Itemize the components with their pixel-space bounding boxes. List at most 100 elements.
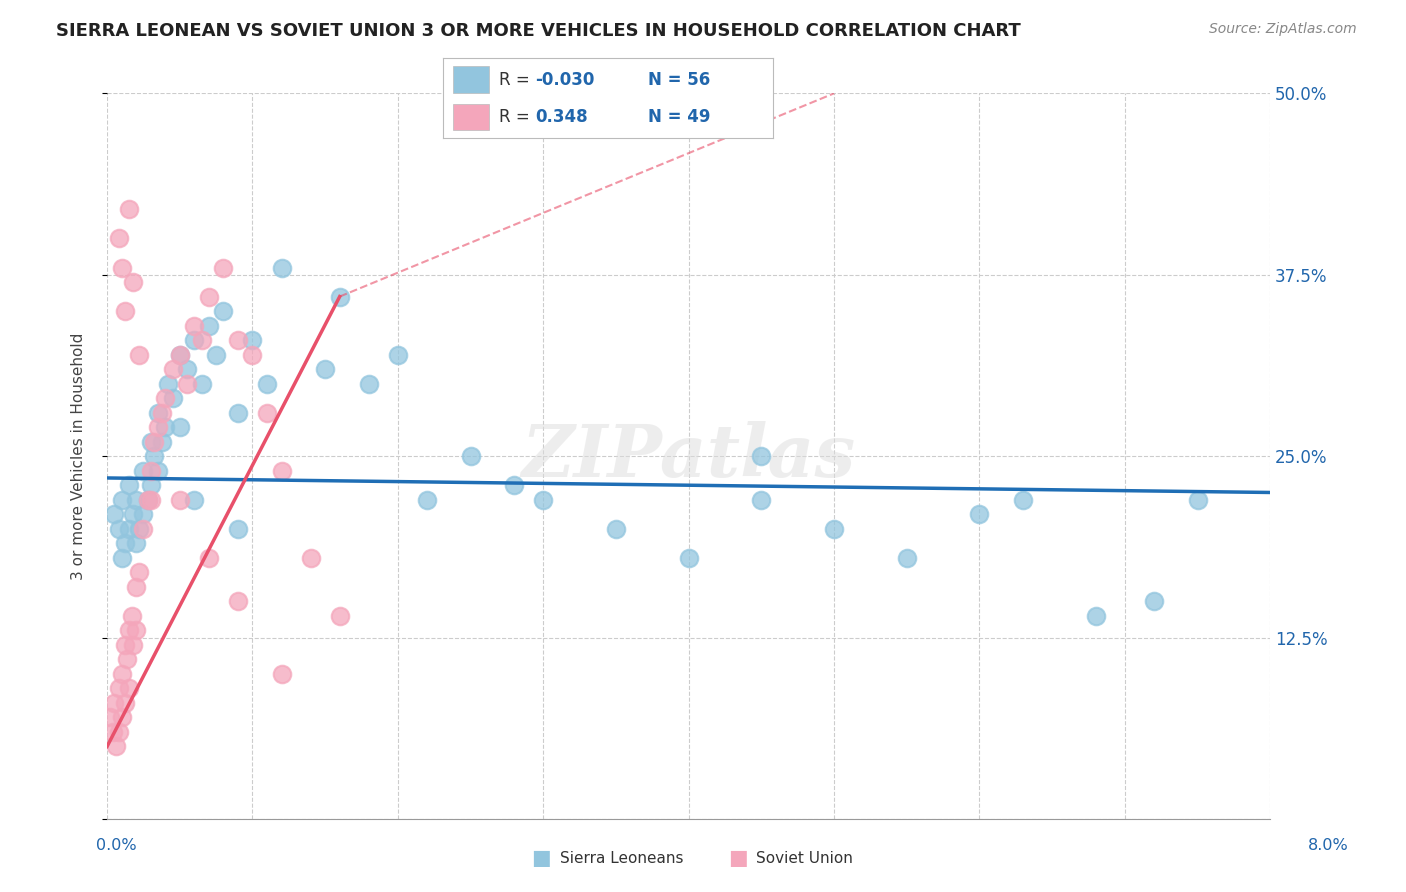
Point	[136, 492, 159, 507]
Text: N = 49: N = 49	[648, 108, 710, 126]
Point	[128, 348, 150, 362]
Point	[1143, 594, 1166, 608]
Point	[118, 202, 141, 217]
Point	[605, 522, 627, 536]
Point	[146, 420, 169, 434]
Point	[314, 362, 336, 376]
Point	[139, 464, 162, 478]
Point	[142, 449, 165, 463]
Point	[103, 508, 125, 522]
Point	[132, 508, 155, 522]
Point	[969, 508, 991, 522]
Point	[416, 492, 439, 507]
Point	[751, 449, 773, 463]
Text: Sierra Leoneans: Sierra Leoneans	[560, 851, 683, 865]
Point	[357, 376, 380, 391]
Point	[150, 434, 173, 449]
Text: Soviet Union: Soviet Union	[756, 851, 853, 865]
Point	[169, 348, 191, 362]
Point	[101, 725, 124, 739]
Point	[118, 681, 141, 696]
Point	[270, 666, 292, 681]
Point	[460, 449, 482, 463]
Point	[183, 492, 205, 507]
Bar	[453, 66, 489, 93]
Point	[256, 376, 278, 391]
Point	[531, 492, 554, 507]
Point	[118, 478, 141, 492]
Text: ZIPatlas: ZIPatlas	[522, 421, 856, 491]
Point	[176, 362, 198, 376]
Point	[110, 550, 132, 565]
Point	[114, 696, 136, 710]
Point	[136, 492, 159, 507]
Point	[751, 492, 773, 507]
Point	[183, 318, 205, 333]
Point	[1012, 492, 1035, 507]
Point	[242, 348, 264, 362]
Point	[146, 464, 169, 478]
Text: -0.030: -0.030	[536, 70, 595, 88]
Point	[132, 464, 155, 478]
Point	[678, 550, 700, 565]
Point	[114, 536, 136, 550]
Point	[176, 376, 198, 391]
Point	[270, 260, 292, 275]
Point	[110, 710, 132, 724]
Point	[1084, 608, 1107, 623]
Point	[104, 739, 127, 754]
Point	[107, 725, 129, 739]
Point	[103, 696, 125, 710]
Point	[503, 478, 526, 492]
Point	[205, 348, 228, 362]
Point	[114, 304, 136, 318]
Point	[110, 492, 132, 507]
Text: 0.348: 0.348	[536, 108, 588, 126]
Point	[299, 550, 322, 565]
Text: SIERRA LEONEAN VS SOVIET UNION 3 OR MORE VEHICLES IN HOUSEHOLD CORRELATION CHART: SIERRA LEONEAN VS SOVIET UNION 3 OR MORE…	[56, 22, 1021, 40]
Point	[183, 333, 205, 347]
Text: ■: ■	[728, 848, 748, 868]
Point	[169, 420, 191, 434]
Point	[256, 406, 278, 420]
Point	[110, 260, 132, 275]
Point	[107, 681, 129, 696]
Point	[122, 638, 145, 652]
Point	[155, 420, 177, 434]
Bar	[453, 103, 489, 130]
Point	[146, 406, 169, 420]
Point	[125, 536, 148, 550]
Text: 0.0%: 0.0%	[97, 838, 136, 853]
Y-axis label: 3 or more Vehicles in Household: 3 or more Vehicles in Household	[72, 333, 86, 580]
Point	[242, 333, 264, 347]
Text: R =: R =	[499, 70, 530, 88]
Point	[212, 304, 235, 318]
Point	[139, 478, 162, 492]
Text: N = 56: N = 56	[648, 70, 710, 88]
Text: ■: ■	[531, 848, 551, 868]
Point	[128, 522, 150, 536]
Point	[896, 550, 918, 565]
Point	[169, 492, 191, 507]
Point	[139, 492, 162, 507]
Point	[125, 580, 148, 594]
Point	[125, 492, 148, 507]
Point	[117, 652, 139, 666]
Point	[162, 391, 184, 405]
Text: R =: R =	[499, 108, 530, 126]
Point	[1187, 492, 1209, 507]
Point	[329, 289, 352, 303]
Point	[190, 333, 212, 347]
Point	[110, 666, 132, 681]
Point	[198, 550, 221, 565]
Point	[157, 376, 180, 391]
Point	[329, 608, 352, 623]
Point	[270, 464, 292, 478]
Point	[114, 638, 136, 652]
Point	[823, 522, 845, 536]
Point	[98, 710, 121, 724]
Point	[118, 522, 141, 536]
Point	[125, 624, 148, 638]
Text: Source: ZipAtlas.com: Source: ZipAtlas.com	[1209, 22, 1357, 37]
Point	[122, 508, 145, 522]
